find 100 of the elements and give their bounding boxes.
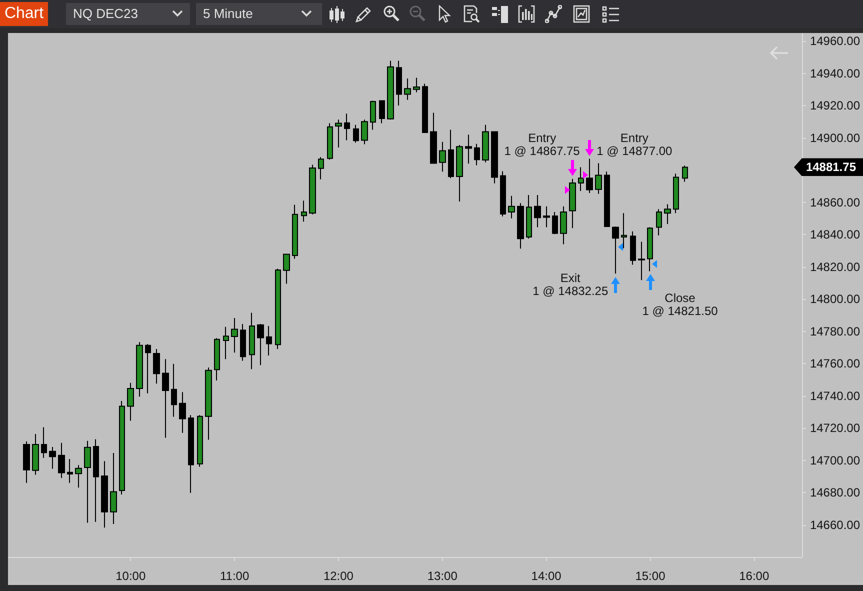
candlestick (682, 165, 688, 182)
candlestick (604, 171, 610, 228)
candlestick (101, 460, 108, 528)
annotation: Exit 1 @ 14832.25 (532, 270, 608, 298)
candlestick (335, 119, 342, 148)
candlestick (404, 78, 411, 100)
text: 14881.75 (794, 158, 863, 176)
y-tick-label: 14940.00 (810, 66, 860, 80)
candlestick (223, 326, 229, 360)
candlestick (179, 392, 186, 434)
annotation: Entry 1 @ 14877.00 (596, 130, 672, 158)
candlestick (560, 206, 567, 245)
y-tick-label: 14740.00 (810, 388, 860, 403)
text: Chart (0, 2, 48, 26)
y-tick-label: 14860.00 (810, 195, 860, 210)
candlestick (422, 83, 428, 134)
candlestick (491, 131, 498, 184)
candlestick (534, 194, 541, 228)
x-tick-label: 14:00 (531, 569, 562, 583)
candlestick (482, 124, 489, 163)
candlestick (448, 129, 454, 179)
candlestick (673, 173, 679, 214)
candlestick (75, 464, 82, 488)
candlestick (84, 440, 91, 524)
candlestick (327, 122, 333, 160)
y-tick-label: 14760.00 (810, 356, 860, 371)
candlestick (500, 170, 506, 217)
candlestick (630, 230, 636, 266)
candlestick (379, 100, 385, 124)
y-tick-label: 14960.00 (810, 34, 860, 48)
candlestick (67, 458, 73, 484)
candlestick (136, 342, 143, 398)
candlestick (231, 317, 238, 354)
candlestick (240, 324, 246, 362)
candlestick (353, 124, 359, 144)
candlestick (396, 60, 402, 106)
y-tick-label: 14840.00 (810, 228, 860, 242)
candlestick (301, 200, 307, 222)
candlestick (23, 440, 30, 484)
candlestick (283, 253, 290, 284)
x-tick-label: 11:00 (220, 569, 250, 583)
candlestick (638, 241, 645, 281)
candlestick (49, 446, 56, 470)
candlestick (664, 204, 671, 225)
candlestick (595, 162, 602, 194)
x-tick-label: 15:00 (635, 569, 666, 583)
candlestick (621, 212, 627, 249)
candlestick (586, 158, 593, 194)
candlestick (110, 452, 117, 524)
candlestick (197, 414, 203, 468)
candlestick (517, 202, 524, 250)
chart-title: NQ DEC23 (73, 5, 138, 23)
x-tick-label: 13:00 (427, 569, 458, 583)
candlestick (171, 363, 177, 418)
candlestick (456, 144, 463, 202)
candlestick (430, 112, 437, 164)
candlestick (361, 119, 368, 145)
candlestick (344, 113, 350, 141)
candlestick (249, 312, 255, 370)
candlestick (569, 178, 576, 229)
candlestick (413, 77, 420, 93)
y-tick-label: 14680.00 (810, 486, 860, 500)
candlestick (257, 324, 264, 366)
candlestick (552, 211, 558, 235)
annotation: Entry 1 @ 14867.75 (504, 130, 580, 158)
candlestick (543, 206, 550, 228)
x-tick-label: 12:00 (323, 569, 354, 583)
candlestick (145, 344, 151, 394)
annotation: Close 1 @ 14821.50 (642, 291, 718, 318)
candlestick (370, 100, 376, 130)
candlestick (58, 442, 65, 478)
candlestick (266, 326, 272, 356)
candlestick (275, 268, 281, 350)
y-tick-label: 14780.00 (810, 324, 860, 338)
candlestick (474, 143, 480, 166)
y-tick-label: 14660.00 (810, 518, 860, 532)
x-tick-label: 16:00 (739, 569, 770, 583)
candlestick (127, 382, 134, 422)
x-tick-label: 10:00 (116, 569, 146, 583)
candlestick (656, 208, 662, 236)
y-tick-label: 14700.00 (810, 453, 860, 468)
candlestick (612, 226, 619, 274)
y-tick-label: 14720.00 (810, 421, 860, 436)
candlestick (119, 400, 125, 496)
candlestick (647, 226, 653, 272)
candlestick (318, 156, 324, 180)
candlestick (292, 204, 298, 260)
candlestick (526, 194, 532, 240)
candlestick (32, 434, 39, 476)
candlestick (439, 141, 446, 172)
candlestick (188, 414, 194, 494)
y-tick-label: 14920.00 (810, 98, 860, 113)
candlestick (578, 166, 584, 192)
candlestick (162, 358, 169, 438)
candlestick (309, 164, 316, 215)
candlestick (508, 195, 515, 219)
y-tick-label: 14900.00 (810, 130, 860, 145)
candlestick (387, 60, 394, 120)
y-tick-label: 14820.00 (810, 260, 860, 274)
candlestick (153, 348, 160, 384)
